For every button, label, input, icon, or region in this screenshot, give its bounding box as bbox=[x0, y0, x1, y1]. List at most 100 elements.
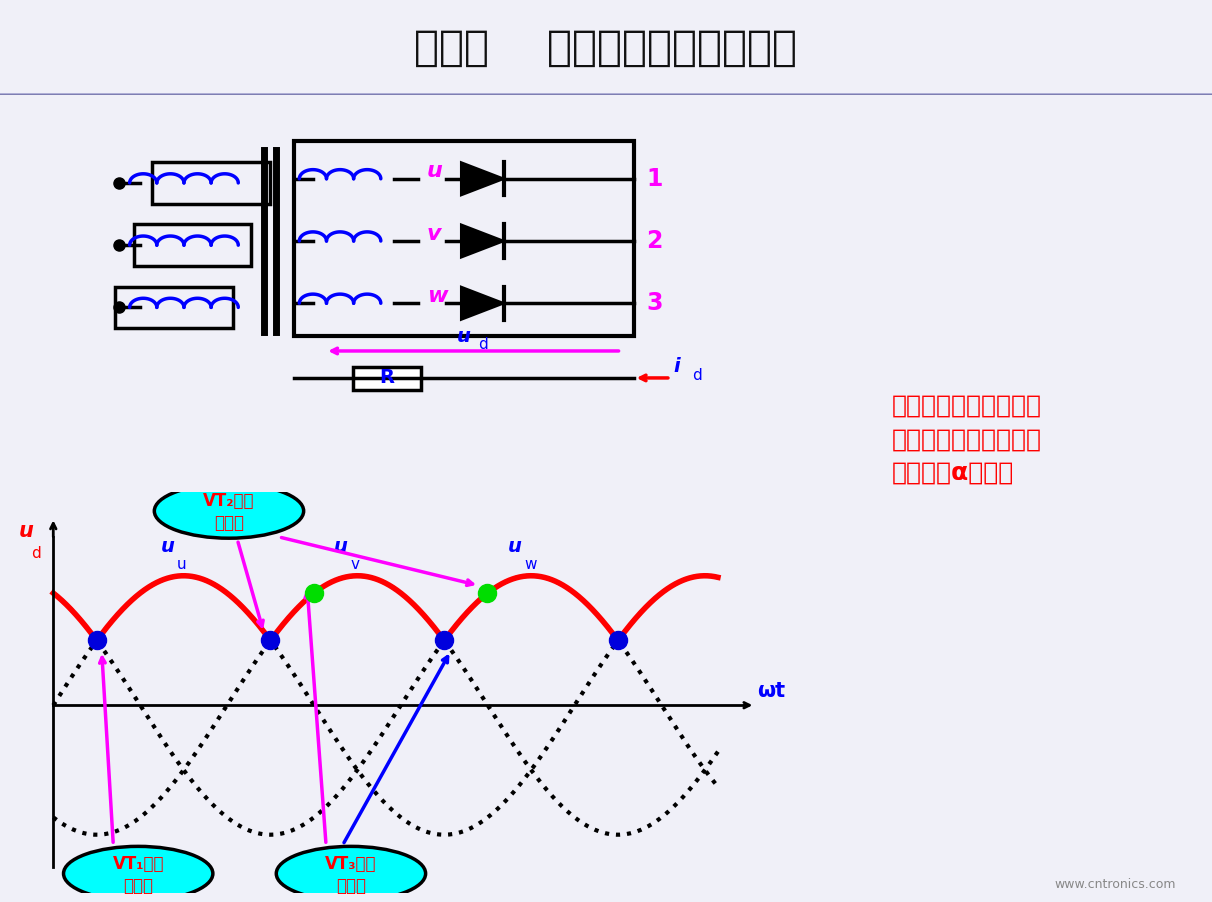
Bar bbox=[0, 93, 1212, 95]
Bar bbox=[0, 93, 1212, 94]
Bar bbox=[0, 93, 1212, 94]
Bar bbox=[0, 94, 1212, 95]
Bar bbox=[0, 93, 1212, 94]
Bar bbox=[0, 94, 1212, 95]
Bar bbox=[0, 93, 1212, 94]
Text: d: d bbox=[692, 368, 702, 383]
Bar bbox=[0, 93, 1212, 94]
Bar bbox=[0, 94, 1212, 95]
Bar bbox=[0, 93, 1212, 94]
Text: w: w bbox=[427, 286, 447, 306]
Bar bbox=[0, 93, 1212, 94]
Bar bbox=[0, 94, 1212, 95]
Bar bbox=[0, 94, 1212, 95]
Bar bbox=[0, 93, 1212, 94]
Bar bbox=[0, 94, 1212, 95]
Bar bbox=[0, 94, 1212, 95]
Polygon shape bbox=[461, 287, 504, 320]
Bar bbox=[0, 93, 1212, 94]
Bar bbox=[0, 93, 1212, 94]
Bar bbox=[0, 93, 1212, 95]
Bar bbox=[0, 94, 1212, 95]
Bar bbox=[0, 94, 1212, 95]
Text: ωt: ωt bbox=[758, 682, 785, 702]
Text: 1: 1 bbox=[646, 167, 663, 191]
Bar bbox=[0, 93, 1212, 94]
Bar bbox=[0, 94, 1212, 95]
Bar bbox=[0, 94, 1212, 95]
Bar bbox=[0, 93, 1212, 95]
Bar bbox=[0, 93, 1212, 94]
Bar bbox=[0, 94, 1212, 95]
Text: d: d bbox=[478, 336, 487, 352]
Text: u: u bbox=[508, 538, 522, 557]
Bar bbox=[0, 93, 1212, 94]
Bar bbox=[0, 94, 1212, 95]
Bar bbox=[0, 94, 1212, 95]
Text: 角起点: 角起点 bbox=[124, 877, 153, 895]
Bar bbox=[0, 93, 1212, 94]
Bar bbox=[0, 93, 1212, 94]
Bar bbox=[0, 93, 1212, 94]
Bar bbox=[0, 93, 1212, 94]
Bar bbox=[0, 93, 1212, 94]
Bar bbox=[0, 94, 1212, 95]
Bar bbox=[0, 93, 1212, 94]
Bar bbox=[0, 94, 1212, 95]
Bar bbox=[0, 93, 1212, 94]
Bar bbox=[0, 93, 1212, 94]
Bar bbox=[0, 93, 1212, 94]
Text: 角起点: 角起点 bbox=[215, 514, 244, 532]
Text: u: u bbox=[427, 161, 442, 181]
Ellipse shape bbox=[154, 483, 304, 538]
Text: 第一节    三相半波可控整流电路: 第一节 三相半波可控整流电路 bbox=[415, 26, 797, 69]
Polygon shape bbox=[461, 225, 504, 258]
Bar bbox=[0, 93, 1212, 94]
Bar bbox=[0, 93, 1212, 94]
Bar bbox=[0, 93, 1212, 94]
Text: d: d bbox=[30, 546, 41, 561]
Text: VT₁控制: VT₁控制 bbox=[113, 855, 164, 873]
Text: u: u bbox=[160, 538, 175, 557]
Bar bbox=[0, 94, 1212, 95]
Ellipse shape bbox=[63, 846, 213, 901]
Bar bbox=[0, 94, 1212, 95]
Ellipse shape bbox=[276, 846, 425, 901]
Bar bbox=[0, 94, 1212, 95]
FancyBboxPatch shape bbox=[353, 367, 421, 390]
Text: VT₂控制: VT₂控制 bbox=[204, 492, 255, 511]
Bar bbox=[0, 93, 1212, 95]
Bar bbox=[0, 94, 1212, 95]
Text: 3: 3 bbox=[646, 291, 663, 316]
Bar bbox=[0, 94, 1212, 95]
Bar bbox=[0, 93, 1212, 94]
Bar bbox=[0, 94, 1212, 95]
Text: v: v bbox=[350, 557, 360, 572]
Bar bbox=[0, 93, 1212, 94]
Bar bbox=[0, 93, 1212, 94]
Text: 2: 2 bbox=[646, 229, 663, 253]
Text: u: u bbox=[457, 327, 471, 345]
Bar bbox=[0, 94, 1212, 95]
Bar bbox=[0, 93, 1212, 94]
Bar bbox=[0, 94, 1212, 95]
Bar bbox=[0, 93, 1212, 94]
Bar bbox=[0, 93, 1212, 94]
Bar bbox=[0, 93, 1212, 94]
Text: VT₃控制: VT₃控制 bbox=[325, 855, 377, 873]
Text: R: R bbox=[379, 368, 394, 388]
Bar bbox=[0, 93, 1212, 94]
Bar bbox=[0, 94, 1212, 95]
Bar bbox=[0, 94, 1212, 95]
Bar bbox=[0, 94, 1212, 95]
Bar bbox=[0, 94, 1212, 95]
Bar bbox=[0, 93, 1212, 94]
Bar bbox=[0, 93, 1212, 94]
Bar bbox=[0, 93, 1212, 94]
Bar bbox=[0, 93, 1212, 95]
Bar bbox=[0, 93, 1212, 94]
Bar bbox=[0, 94, 1212, 95]
Bar bbox=[0, 94, 1212, 95]
Bar bbox=[0, 94, 1212, 95]
Polygon shape bbox=[461, 162, 504, 196]
